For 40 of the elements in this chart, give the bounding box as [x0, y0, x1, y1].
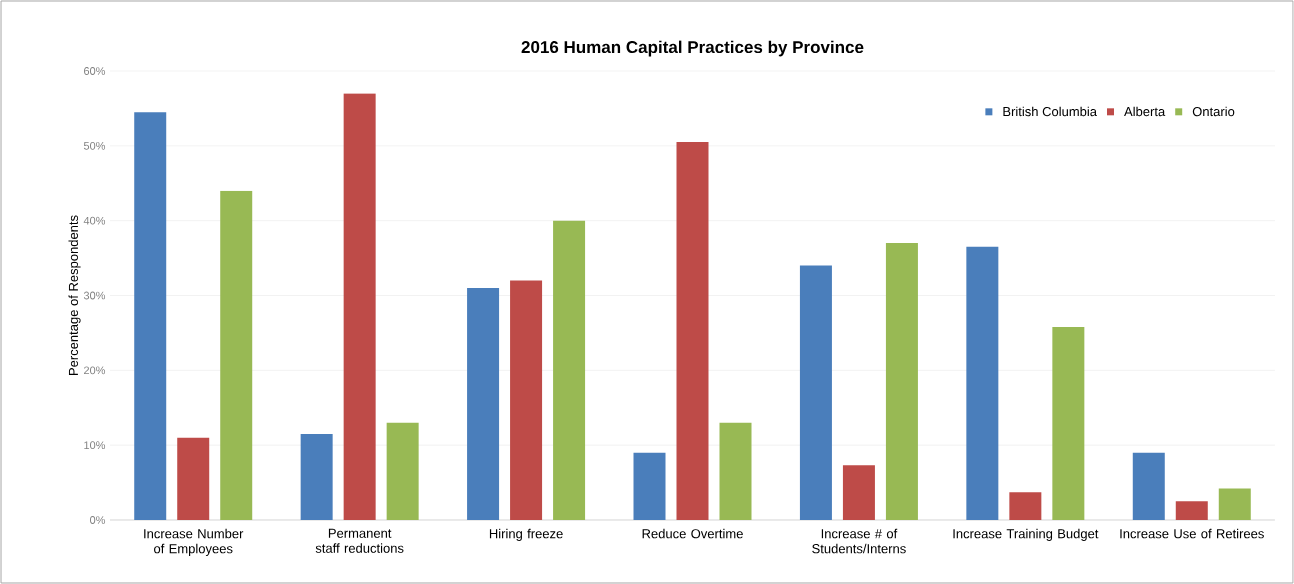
bar [799, 265, 832, 520]
y-tick-label: 50% [83, 141, 106, 150]
bar [220, 190, 253, 520]
bar [1052, 326, 1085, 520]
bar [676, 142, 709, 520]
x-tick-label: Increase Training Budget [953, 528, 1099, 541]
x-tick-label: Increase # of Students/Interns [812, 528, 906, 554]
bar [343, 93, 376, 520]
y-tick-label: 60% [84, 67, 106, 75]
legend-label: British Columbia [1003, 106, 1097, 117]
x-tick-label: Increase Use of Retirees [1120, 528, 1264, 539]
bar [1218, 488, 1251, 520]
y-tick-label: 20% [84, 366, 106, 375]
bar [1132, 452, 1165, 520]
chart-title: 2016 Human Capital Practices by Province [521, 40, 864, 57]
x-tick-label: Increase Number of Employees [144, 528, 244, 556]
bar [1009, 492, 1042, 520]
x-tick-label: Reduce Overtime [642, 528, 743, 539]
legend-label: Alberta [1124, 106, 1166, 117]
bar [386, 422, 419, 520]
bar [966, 246, 999, 520]
bar [719, 422, 752, 520]
y-axis-title: Percentage of Respondents [68, 215, 81, 376]
bar [510, 280, 543, 520]
bar [885, 243, 918, 520]
bar [467, 288, 500, 520]
bar [553, 220, 586, 520]
y-tick-label: 0% [90, 516, 106, 524]
x-tick-label: Permanent staff reductions [315, 528, 404, 553]
x-tick-label: Hiring freeze [489, 528, 563, 541]
y-tick-label: 40% [83, 216, 106, 225]
bar [177, 437, 210, 520]
y-tick-label: 30% [83, 291, 106, 300]
bar [633, 452, 666, 520]
bar [1175, 501, 1208, 520]
bar [134, 112, 167, 520]
legend-label: Ontario [1192, 106, 1235, 117]
y-tick-label: 10% [84, 441, 106, 450]
bar [842, 465, 875, 520]
bar [300, 433, 333, 520]
